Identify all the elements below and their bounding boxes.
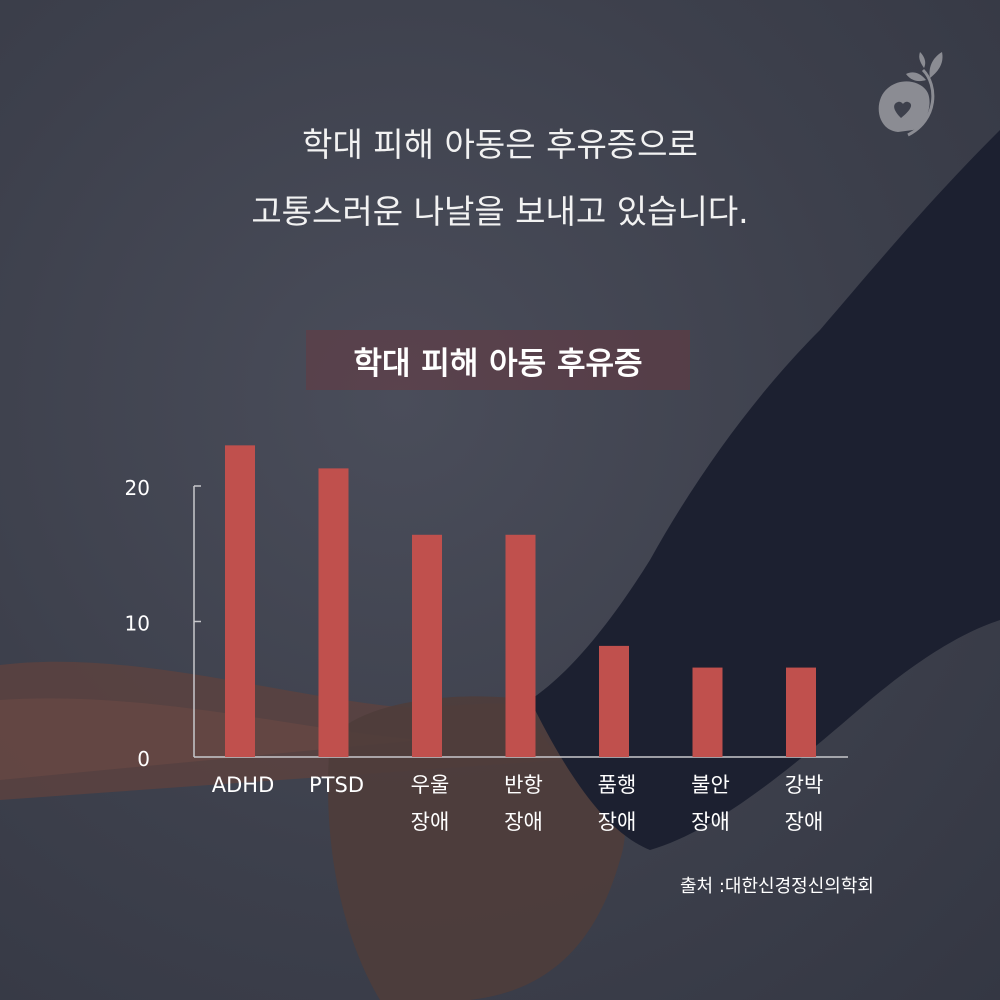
x-label-line1: 반항 bbox=[504, 773, 543, 797]
bar-4 bbox=[599, 645, 629, 757]
x-label-line1: 강박 bbox=[785, 773, 824, 797]
x-label-line1: 품행 bbox=[598, 773, 637, 797]
bar-3 bbox=[505, 534, 536, 757]
x-label-line2: 장애 bbox=[785, 810, 824, 834]
bar-6 bbox=[786, 667, 816, 757]
y-tick-label: 0 bbox=[137, 747, 150, 771]
bar-0 bbox=[225, 445, 255, 757]
y-tick-label: 20 bbox=[125, 476, 150, 500]
headline-line-1: 학대 피해 아동은 후유증으로 bbox=[302, 125, 698, 164]
bar-5 bbox=[692, 667, 723, 757]
bar-1 bbox=[318, 468, 349, 757]
x-label-line1: PTSD bbox=[309, 773, 364, 797]
x-label-line2: 장애 bbox=[504, 810, 543, 834]
x-label-line2: 장애 bbox=[691, 810, 730, 834]
headline-line-2: 고통스러운 나날을 보내고 있습니다. bbox=[251, 192, 749, 231]
bar-2 bbox=[412, 534, 442, 757]
source-note: 출처 :대한신경정신의학회 bbox=[680, 876, 874, 897]
x-label-line2: 장애 bbox=[411, 810, 450, 834]
x-label-line2: 장애 bbox=[598, 810, 637, 834]
chart-title: 학대 피해 아동 후유증 bbox=[306, 330, 690, 390]
x-label-line1: ADHD bbox=[212, 773, 275, 797]
y-tick-label: 10 bbox=[125, 612, 150, 636]
x-label-line1: 우울 bbox=[411, 773, 450, 797]
heart-stone-sprout-icon bbox=[878, 52, 943, 137]
x-label-line1: 불안 bbox=[691, 773, 730, 797]
